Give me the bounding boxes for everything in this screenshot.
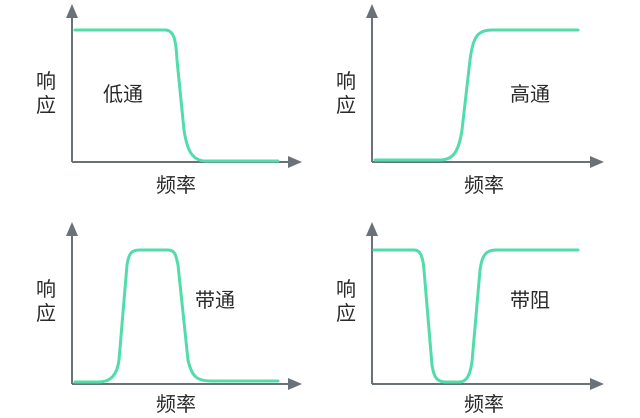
- x-axis-arrow-icon: [590, 156, 604, 168]
- y-label: 应: [36, 93, 56, 117]
- response-curve: [372, 248, 580, 384]
- x-label: 频率: [464, 392, 504, 416]
- y-label: 响: [336, 277, 356, 301]
- filter-label: 高通: [510, 82, 550, 106]
- y-label: 响: [36, 69, 56, 93]
- panel-high-pass: 响 应 高通 频率: [336, 4, 604, 197]
- y-label: 应: [336, 93, 356, 117]
- x-label: 频率: [156, 173, 196, 197]
- response-curve: [73, 28, 280, 163]
- response-curve: [373, 28, 580, 162]
- y-label: 应: [336, 301, 356, 325]
- x-axis-arrow-icon: [590, 378, 604, 390]
- y-axis-arrow-icon: [66, 4, 78, 18]
- y-axis-arrow-icon: [366, 222, 378, 236]
- panel-band-stop: 响 应 带阻 频率: [336, 222, 604, 416]
- x-axis-arrow-icon: [288, 156, 302, 168]
- panel-low-pass: 响 应 低通 频率: [36, 4, 302, 197]
- y-axis-arrow-icon: [66, 222, 78, 236]
- filter-label: 低通: [103, 82, 143, 106]
- y-label: 响: [336, 69, 356, 93]
- y-axis-arrow-icon: [366, 4, 378, 18]
- filter-label: 带通: [195, 288, 235, 312]
- x-axis-arrow-icon: [288, 378, 302, 390]
- x-label: 频率: [156, 392, 196, 416]
- y-label: 响: [36, 277, 56, 301]
- x-label: 频率: [464, 173, 504, 197]
- filter-label: 带阻: [510, 288, 550, 312]
- panel-band-pass: 响 应 带通 频率: [36, 222, 302, 416]
- response-curve: [73, 248, 280, 384]
- y-label: 应: [36, 301, 56, 325]
